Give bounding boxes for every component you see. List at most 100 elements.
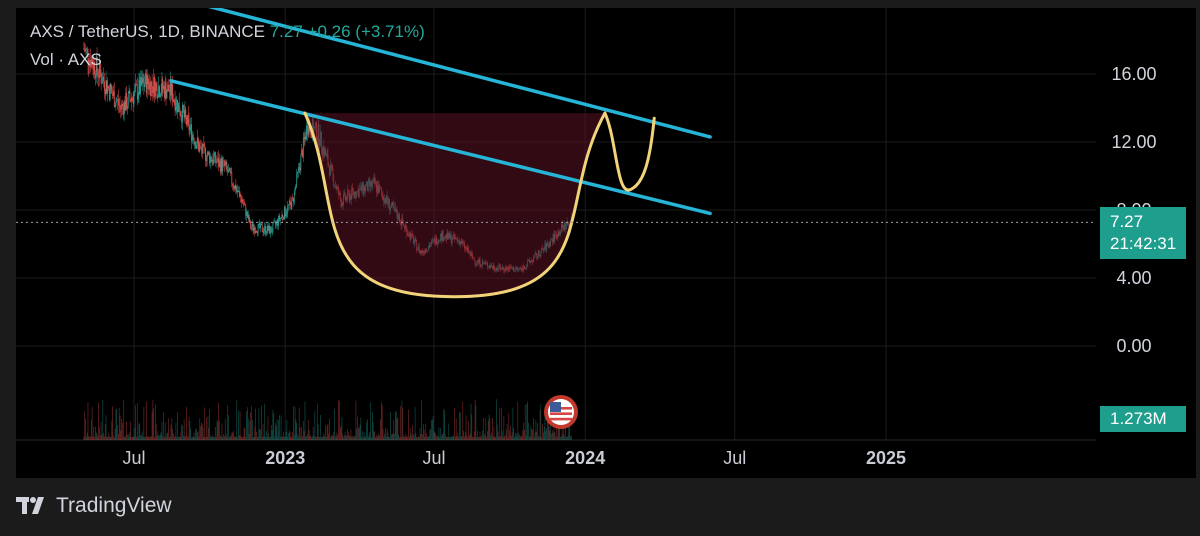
volume-bar: [491, 417, 493, 440]
candle-body: [83, 48, 85, 50]
volume-bar: [367, 436, 369, 440]
volume-bar: [506, 423, 508, 440]
symbol-legend[interactable]: AXS / TetherUS, 1D, BINANCE 7.27 +0.26 (…: [30, 22, 425, 41]
channel-line: [169, 79, 712, 216]
volume-bar: [534, 432, 536, 440]
volume-bar: [293, 406, 294, 440]
volume-bar: [207, 416, 209, 440]
candle-body: [303, 137, 305, 140]
volume-bar: [109, 437, 111, 440]
volume-bar: [144, 436, 146, 440]
symbol-name: AXS / TetherUS: [30, 22, 149, 41]
legend-price: 7.27: [269, 22, 303, 41]
last-price-value: 7.27: [1110, 212, 1144, 231]
chart-area[interactable]: Jul2023Jul2024Jul20250.004.008.0012.0016…: [16, 8, 1196, 478]
tradingview-logo-icon[interactable]: [16, 494, 50, 518]
volume-bar: [297, 434, 298, 440]
candle-body: [99, 63, 100, 78]
volume-bar: [152, 399, 154, 440]
candle-body: [213, 156, 215, 164]
volume-bar: [362, 436, 364, 440]
volume-bar: [420, 433, 422, 440]
volume-bar: [86, 432, 88, 440]
candle-body: [243, 204, 245, 205]
volume-bar: [311, 436, 312, 440]
volume-bar: [194, 436, 196, 440]
candle-body: [262, 231, 264, 233]
volume-bar: [380, 419, 381, 440]
candle-body: [256, 231, 257, 233]
candle-body: [106, 80, 108, 94]
candle-body: [236, 190, 238, 192]
volume-bar: [359, 424, 361, 440]
volume-bar: [259, 429, 261, 440]
volume-bar: [337, 433, 339, 440]
candle-body: [148, 84, 150, 90]
candle-body: [188, 119, 190, 131]
volume-bar: [447, 436, 449, 440]
candle-body: [109, 84, 111, 100]
candle-body: [162, 78, 164, 90]
volume-bar: [330, 434, 332, 440]
us-flag-icon[interactable]: [543, 394, 579, 430]
price-chart[interactable]: Jul2023Jul2024Jul20250.004.008.0012.0016…: [16, 8, 1196, 478]
volume-bar: [549, 430, 551, 440]
volume-bar: [121, 418, 123, 440]
volume-bar: [311, 436, 313, 440]
candle-body: [155, 82, 157, 84]
volume-bar: [357, 416, 358, 440]
volume-bar: [375, 437, 376, 440]
volume-bar: [358, 428, 360, 440]
candle-body: [241, 199, 243, 202]
volume-bar: [288, 430, 290, 440]
volume-bar: [175, 422, 177, 440]
candle-body: [228, 170, 229, 173]
brand-name[interactable]: TradingView: [56, 494, 172, 517]
volume-bar: [423, 429, 425, 440]
candle-body: [215, 162, 217, 163]
candle-body: [140, 76, 142, 86]
volume-bar: [335, 432, 337, 440]
candle-body: [93, 61, 95, 70]
interval: 1D: [158, 22, 180, 41]
candle-body: [125, 92, 127, 111]
volume-bar: [413, 434, 414, 440]
candle-body: [177, 102, 179, 113]
candle-body: [304, 136, 306, 140]
volume-bar: [242, 436, 244, 440]
volume-bar: [98, 402, 100, 440]
volume-bar: [410, 433, 412, 440]
candle-body: [88, 63, 90, 67]
candle-body: [210, 156, 211, 164]
volume-bar: [493, 426, 495, 440]
volume-bar: [327, 424, 329, 440]
volume-bar: [162, 436, 164, 440]
volume-bar: [564, 436, 566, 440]
volume-bar: [331, 435, 333, 440]
volume-bar: [459, 412, 461, 440]
candle-body: [206, 155, 208, 162]
volume-bar: [287, 436, 289, 440]
volume-bar: [298, 436, 299, 440]
volume-bar: [440, 428, 441, 440]
volume-bar: [418, 436, 419, 440]
volume-bar: [85, 418, 86, 440]
volume-bar: [408, 409, 409, 440]
volume-bar: [179, 436, 181, 440]
candle-body: [307, 133, 309, 136]
volume-bar: [156, 435, 158, 440]
volume-bar: [418, 436, 420, 440]
volume-legend[interactable]: Vol · AXS: [30, 50, 102, 70]
volume-bar: [505, 434, 506, 440]
volume-bar: [381, 404, 383, 440]
volume-bar: [464, 432, 466, 440]
volume-bar: [504, 436, 506, 440]
volume-bar: [395, 412, 396, 440]
volume-bar: [204, 407, 206, 440]
volume-bar: [132, 436, 134, 440]
volume-bar: [492, 436, 494, 440]
candle-body: [283, 217, 284, 220]
volume-bar: [468, 421, 469, 440]
volume-bar: [431, 419, 432, 440]
candle-body: [171, 84, 173, 96]
